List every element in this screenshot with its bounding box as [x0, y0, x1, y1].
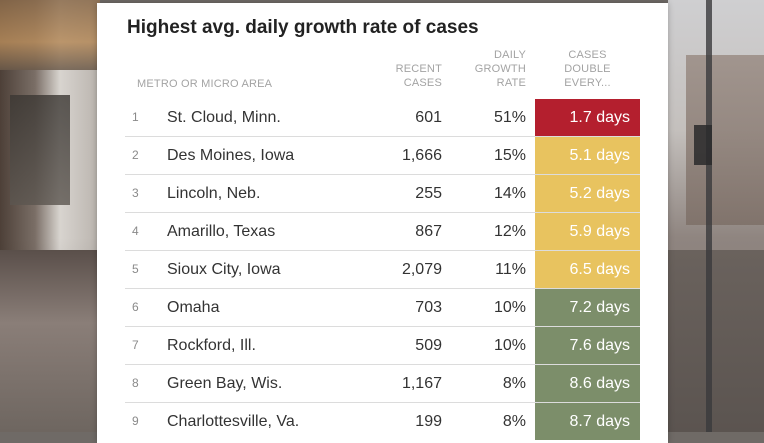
- row-growth-rate: 10%: [493, 337, 526, 354]
- row-area-name: Amarillo, Texas: [167, 223, 276, 240]
- row-doubling-time: 8.7 days: [535, 403, 640, 440]
- row-recent-cases: 867: [415, 223, 442, 240]
- table-title: Highest avg. daily growth rate of cases: [127, 17, 479, 38]
- row-area-name: Des Moines, Iowa: [167, 147, 295, 164]
- column-header-daily-growth-rate: DAILY GROWTH RATE: [474, 49, 526, 89]
- row-recent-cases: 255: [415, 185, 442, 202]
- row-doubling-time: 8.6 days: [535, 365, 640, 402]
- row-growth-rate: 15%: [493, 147, 526, 164]
- row-area-name: Sioux City, Iowa: [167, 261, 281, 278]
- background-right-building: [668, 0, 764, 432]
- row-growth-rate: 8%: [502, 375, 526, 392]
- table-row: 3 Lincoln, Neb. 255 14% 5.2 days: [125, 174, 640, 212]
- table-row: 9 Charlottesville, Va. 199 8% 8.7 days: [125, 402, 640, 440]
- table-body: 1 St. Cloud, Minn. 601 51% 1.7 days 2 Des Moin…: [125, 99, 640, 440]
- row-rank: 7: [132, 338, 139, 352]
- row-rank: 6: [132, 300, 139, 314]
- row-doubling-time: 5.9 days: [535, 213, 640, 250]
- table-row: 5 Sioux City, Iowa 2,079 11% 6.5 days: [125, 250, 640, 288]
- row-doubling-time: 1.7 days: [535, 99, 640, 136]
- row-doubling-time: 5.1 days: [535, 137, 640, 174]
- column-header-cases-double-every: CASES DOUBLE EVERY...: [564, 49, 611, 89]
- column-header-metro: METRO OR MICRO AREA: [137, 78, 273, 90]
- row-growth-rate: 51%: [493, 109, 526, 126]
- row-area-name: Omaha: [167, 299, 220, 316]
- row-area-name: Rockford, Ill.: [167, 337, 256, 354]
- row-recent-cases: 2,079: [401, 261, 442, 278]
- column-header-recent-cases: RECENT CASES: [395, 63, 442, 89]
- row-area-name: St. Cloud, Minn.: [167, 109, 281, 126]
- row-area-name: Green Bay, Wis.: [167, 375, 283, 392]
- row-recent-cases: 199: [415, 413, 442, 430]
- row-rank: 2: [132, 148, 139, 162]
- table-row: 2 Des Moines, Iowa 1,666 15% 5.1 days: [125, 136, 640, 174]
- row-recent-cases: 1,666: [401, 147, 442, 164]
- row-growth-rate: 14%: [493, 185, 526, 202]
- row-area-name: Charlottesville, Va.: [167, 413, 300, 430]
- row-growth-rate: 11%: [495, 261, 526, 278]
- table-row: 6 Omaha 703 10% 7.2 days: [125, 288, 640, 326]
- table-row: 7 Rockford, Ill. 509 10% 7.6 days: [125, 326, 640, 364]
- row-rank: 1: [132, 110, 139, 124]
- row-recent-cases: 509: [415, 337, 442, 354]
- row-rank: 4: [132, 224, 139, 238]
- row-rank: 9: [132, 414, 139, 428]
- row-rank: 3: [132, 186, 139, 200]
- row-growth-rate: 8%: [502, 413, 526, 430]
- table-row: 1 St. Cloud, Minn. 601 51% 1.7 days: [125, 99, 640, 136]
- growth-rate-table-card: Highest avg. daily growth rate of cases …: [97, 3, 668, 443]
- row-doubling-time: 6.5 days: [535, 251, 640, 288]
- row-recent-cases: 601: [415, 109, 442, 126]
- row-area-name: Lincoln, Neb.: [167, 185, 261, 202]
- table-row: 8 Green Bay, Wis. 1,167 8% 8.6 days: [125, 364, 640, 402]
- row-recent-cases: 703: [415, 299, 442, 316]
- background-left-storefront: [0, 0, 100, 432]
- row-growth-rate: 12%: [493, 223, 526, 240]
- background-photo: [0, 0, 764, 432]
- row-doubling-time: 5.2 days: [535, 175, 640, 212]
- row-growth-rate: 10%: [493, 299, 526, 316]
- table-row: 4 Amarillo, Texas 867 12% 5.9 days: [125, 212, 640, 250]
- row-recent-cases: 1,167: [401, 375, 442, 392]
- row-doubling-time: 7.6 days: [535, 327, 640, 364]
- row-rank: 8: [132, 376, 139, 390]
- row-rank: 5: [132, 262, 139, 276]
- row-doubling-time: 7.2 days: [535, 289, 640, 326]
